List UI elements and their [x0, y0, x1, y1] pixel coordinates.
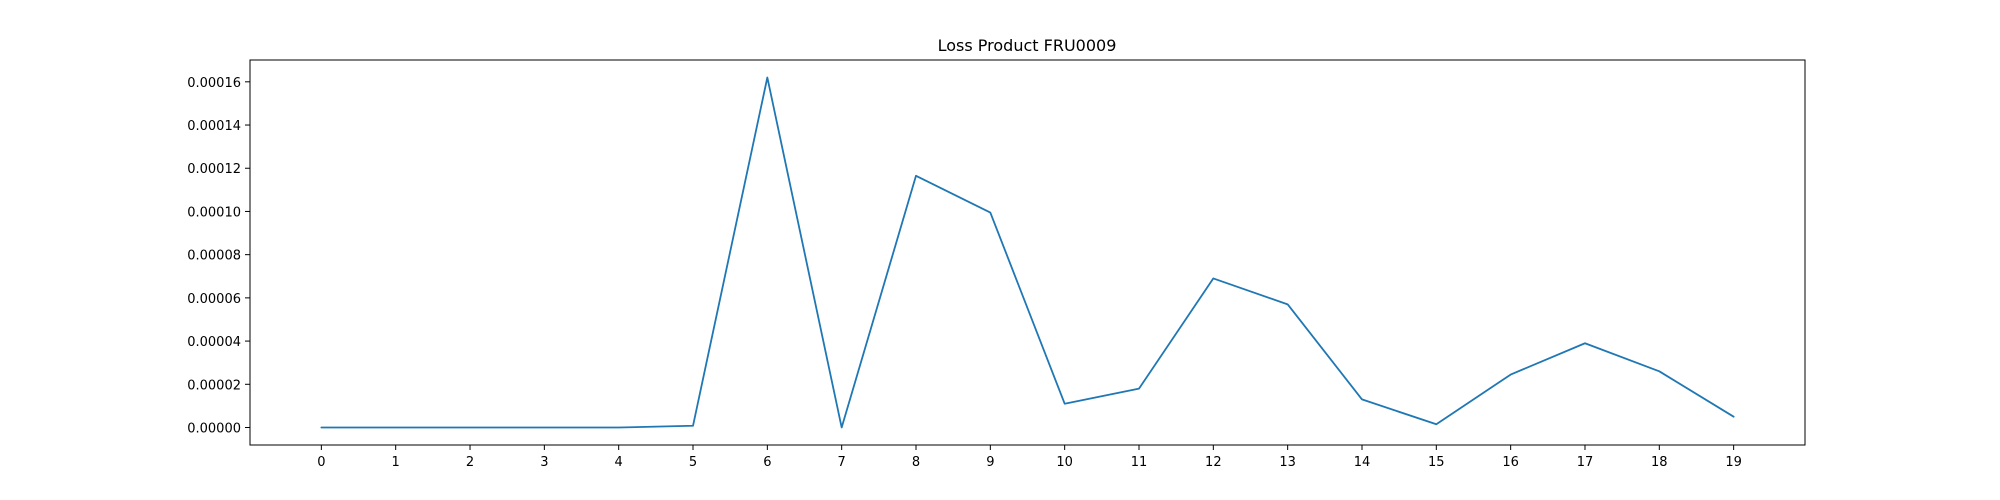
x-tick-label: 14	[1354, 455, 1371, 470]
y-tick-label: 0.00004	[187, 335, 241, 350]
x-tick-label: 18	[1651, 455, 1668, 470]
x-tick-label: 6	[763, 455, 771, 470]
x-tick-label: 1	[392, 455, 400, 470]
plot-area-frame	[249, 59, 1806, 446]
y-tick-label: 0.00006	[187, 292, 241, 307]
x-tick-label: 17	[1577, 455, 1594, 470]
y-tick-label: 0.00000	[187, 422, 241, 437]
x-tick-label: 12	[1205, 455, 1222, 470]
x-tick-label: 0	[317, 455, 325, 470]
x-tick-label: 7	[838, 455, 846, 470]
x-tick-label: 5	[689, 455, 697, 470]
y-tick-label: 0.00002	[187, 378, 241, 393]
x-tick-label: 11	[1131, 455, 1148, 470]
x-tick-label: 19	[1725, 455, 1742, 470]
x-tick-label: 15	[1428, 455, 1445, 470]
y-tick-label: 0.00014	[187, 119, 241, 134]
x-tick-label: 8	[912, 455, 920, 470]
x-tick-label: 13	[1279, 455, 1296, 470]
x-tick-label: 2	[466, 455, 474, 470]
chart-title: Loss Product FRU0009	[938, 36, 1117, 55]
y-tick-label: 0.00012	[187, 162, 241, 177]
x-tick-label: 9	[986, 455, 994, 470]
x-tick-label: 10	[1056, 455, 1073, 470]
y-tick-label: 0.00016	[187, 76, 241, 91]
y-tick-label: 0.00010	[187, 205, 241, 220]
series-line	[320, 76, 1735, 429]
x-axis: 0 1 2 3 4 5 6 7 8 9 10 11 12 13 14 15 16 17 18 19	[317, 445, 1742, 470]
plot-series	[320, 76, 1735, 429]
x-tick-label: 16	[1502, 455, 1519, 470]
x-tick-label: 4	[615, 455, 623, 470]
y-axis: 0.00000 0.00002 0.00004 0.00006 0.00008 0.000…	[187, 76, 250, 437]
y-tick-label: 0.00008	[187, 249, 241, 264]
x-tick-label: 3	[540, 455, 548, 470]
